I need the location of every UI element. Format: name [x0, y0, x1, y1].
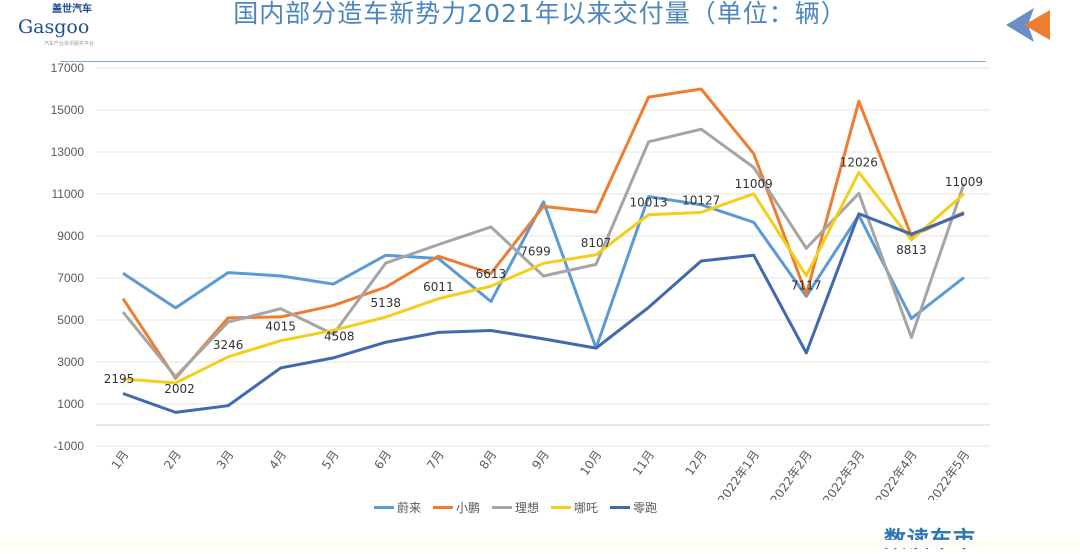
series-line-3 — [122, 170, 965, 385]
title-divider — [60, 61, 986, 62]
data-label: 5138 — [371, 296, 402, 310]
data-label: 4508 — [324, 329, 355, 343]
y-tick-label: -1000 — [53, 439, 84, 453]
legend-swatch — [610, 506, 631, 509]
legend-label: 蔚来 — [397, 501, 422, 515]
data-label: 10013 — [630, 196, 668, 210]
legend-item: 哪吒 — [551, 499, 598, 516]
legend: 蔚来 小鹏 理想 哪吒 零跑 — [374, 499, 657, 516]
data-label: 7117 — [791, 279, 822, 293]
x-tick-label: 2022年1月 — [715, 448, 762, 500]
x-tick-label: 4月 — [266, 448, 289, 472]
series-line-0 — [122, 195, 965, 350]
series-line-4 — [122, 212, 965, 414]
data-label: 10127 — [682, 193, 720, 207]
back-arrow-icon — [1006, 8, 1050, 42]
logo-cn-text: 盖世汽车 — [52, 4, 92, 15]
x-tick-label: 9月 — [529, 448, 552, 472]
x-tick-label: 2022年4月 — [873, 448, 920, 500]
y-tick-label: 15000 — [51, 103, 85, 117]
legend-swatch — [433, 506, 454, 509]
logo-subtitle: 汽车产业资讯服务平台 — [44, 41, 95, 47]
y-tick-label: 7000 — [57, 271, 84, 285]
data-label: 3246 — [213, 338, 244, 352]
legend-label: 小鹏 — [456, 501, 481, 515]
legend-item: 理想 — [492, 499, 539, 516]
legend-swatch — [374, 506, 394, 509]
x-tick-label: 2022年5月 — [925, 448, 972, 500]
gasgoo-logo: 盖世汽车 Gasgoo 汽车产业资讯服务平台 — [14, 4, 114, 50]
data-label: 8107 — [581, 236, 612, 250]
data-label: 2195 — [104, 372, 135, 386]
legend-swatch — [492, 506, 513, 509]
data-label: 7699 — [520, 244, 551, 258]
legend-label: 理想 — [515, 501, 540, 515]
x-tick-label: 1月 — [109, 448, 132, 472]
legend-label: 哪吒 — [574, 501, 599, 515]
legend-label: 零跑 — [633, 501, 658, 515]
x-tick-label: 3月 — [214, 448, 237, 472]
y-tick-label: 9000 — [57, 229, 84, 243]
x-tick-label: 2月 — [161, 448, 184, 472]
data-label: 6613 — [476, 267, 507, 281]
line-chart: -1000 1000 3000 5000 7000 9000 11000 13000 15000… — [51, 61, 990, 500]
x-tick-label: 5月 — [319, 448, 342, 472]
x-tick-label: 2022年2月 — [768, 448, 815, 500]
brand-logo: 数读车市 — [884, 522, 976, 554]
logo-en-text: Gasgoo — [18, 16, 90, 38]
x-tick-label: 10月 — [577, 448, 604, 478]
y-tick-label: 3000 — [57, 355, 84, 369]
data-label: 11009 — [945, 175, 983, 189]
y-tick-label: 17000 — [51, 61, 85, 75]
data-label: 8813 — [896, 243, 927, 257]
legend-swatch — [551, 506, 572, 509]
legend-item: 蔚来 — [374, 499, 421, 516]
x-tick-label: 2022年3月 — [820, 448, 867, 500]
x-tick-label: 12月 — [683, 448, 710, 478]
legend-item: 小鹏 — [433, 499, 480, 516]
data-label: 4015 — [265, 320, 296, 334]
data-label: 2002 — [164, 382, 195, 396]
y-tick-label: 11000 — [52, 187, 85, 201]
bottom-band — [0, 540, 1080, 548]
data-label: 11009 — [735, 177, 773, 191]
legend-item: 零跑 — [610, 499, 657, 516]
data-label: 6011 — [423, 280, 454, 294]
x-tick-label: 6月 — [372, 448, 395, 472]
y-tick-label: 13000 — [51, 145, 85, 159]
x-tick-label: 8月 — [477, 448, 500, 472]
x-tick-label: 11月 — [630, 448, 657, 478]
x-tick-label: 7月 — [424, 448, 447, 472]
y-tick-label: 5000 — [57, 313, 84, 327]
chart-title: 国内部分造车新势力2021年以来交付量（单位：辆） — [233, 0, 847, 28]
y-tick-label: 1000 — [57, 397, 84, 411]
series-line-1 — [121, 87, 965, 380]
data-label: 12026 — [840, 155, 878, 169]
series-line-2 — [121, 127, 966, 379]
